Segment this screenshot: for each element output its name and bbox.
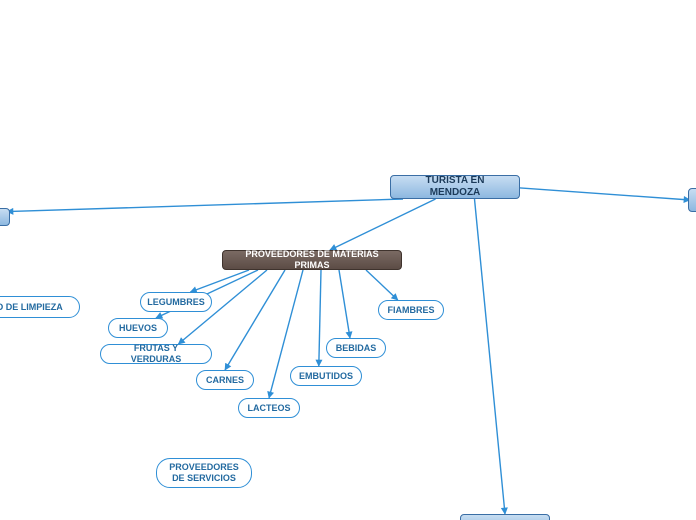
node-fiambres[interactable]: FIAMBRES <box>378 300 444 320</box>
node-cut_br[interactable] <box>460 514 550 520</box>
edge-hub-bebidas <box>339 270 350 338</box>
node-cut_left[interactable] <box>0 208 10 226</box>
edge-hub-legumbres <box>190 270 249 292</box>
node-huevos[interactable]: HUEVOS <box>108 318 168 338</box>
edge-root-cut_left <box>7 199 403 212</box>
edge-root-hub <box>330 199 436 250</box>
edge-hub-fiambres <box>366 270 398 300</box>
node-legumbres[interactable]: LEGUMBRES <box>140 292 212 312</box>
edge-hub-carnes <box>225 270 285 370</box>
node-root[interactable]: TURISTA EN MENDOZA <box>390 175 520 199</box>
node-frutas[interactable]: FRUTAS Y VERDURAS <box>100 344 212 364</box>
node-hub[interactable]: PROVEEDORES DE MATERIAS PRIMAS <box>222 250 402 270</box>
node-embutidos[interactable]: EMBUTIDOS <box>290 366 362 386</box>
node-carnes[interactable]: CARNES <box>196 370 254 390</box>
node-lacteos[interactable]: LACTEOS <box>238 398 300 418</box>
edge-root-cut_right <box>507 187 690 200</box>
node-cut_right[interactable] <box>688 188 696 212</box>
node-limpieza[interactable]: CIO DE LIMPIEZA <box>0 296 80 318</box>
node-bebidas[interactable]: BEBIDAS <box>326 338 386 358</box>
edge-root-cut_br <box>475 199 506 514</box>
edge-hub-embutidos <box>319 270 321 366</box>
node-servicios[interactable]: PROVEEDORES DE SERVICIOS <box>156 458 252 488</box>
